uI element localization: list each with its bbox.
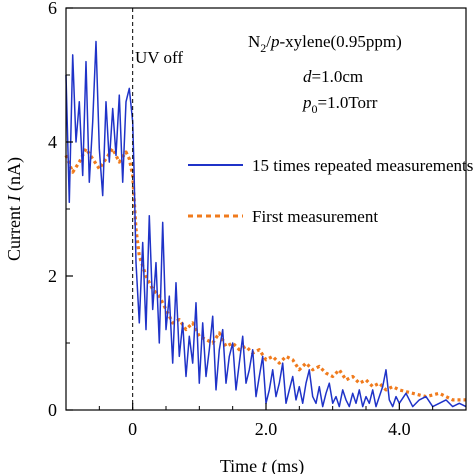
legend-label-repeated: 15 times repeated measurements	[252, 156, 473, 175]
x-tick-label: 2.0	[255, 419, 278, 439]
series-line-repeated	[65, 40, 467, 408]
distance-label: d=1.0cm	[303, 67, 363, 86]
uv-off-label: UV off	[135, 48, 183, 67]
y-tick-label: 2	[48, 266, 57, 286]
x-tick-label: 4.0	[388, 419, 411, 439]
series-layer	[64, 40, 467, 408]
legend: 15 times repeated measurements First mea…	[188, 156, 473, 226]
legend-label-first: First measurement	[252, 207, 378, 226]
series-line-first	[64, 147, 466, 402]
x-tick-label: 0	[128, 419, 137, 439]
sample-label: N2/p-xylene(0.95ppm)	[248, 32, 402, 55]
y-tick-label: 6	[48, 0, 57, 18]
x-axis-label: Time t (ms)	[220, 456, 304, 474]
y-tick-label: 4	[48, 132, 57, 152]
y-tick-label: 0	[48, 400, 57, 420]
y-axis-label: Current I (nA)	[4, 157, 25, 261]
pressure-label: p0=1.0Torr	[302, 93, 378, 116]
tick-layer: 0 2.0 4.0 0 2 4 6	[48, 0, 467, 439]
